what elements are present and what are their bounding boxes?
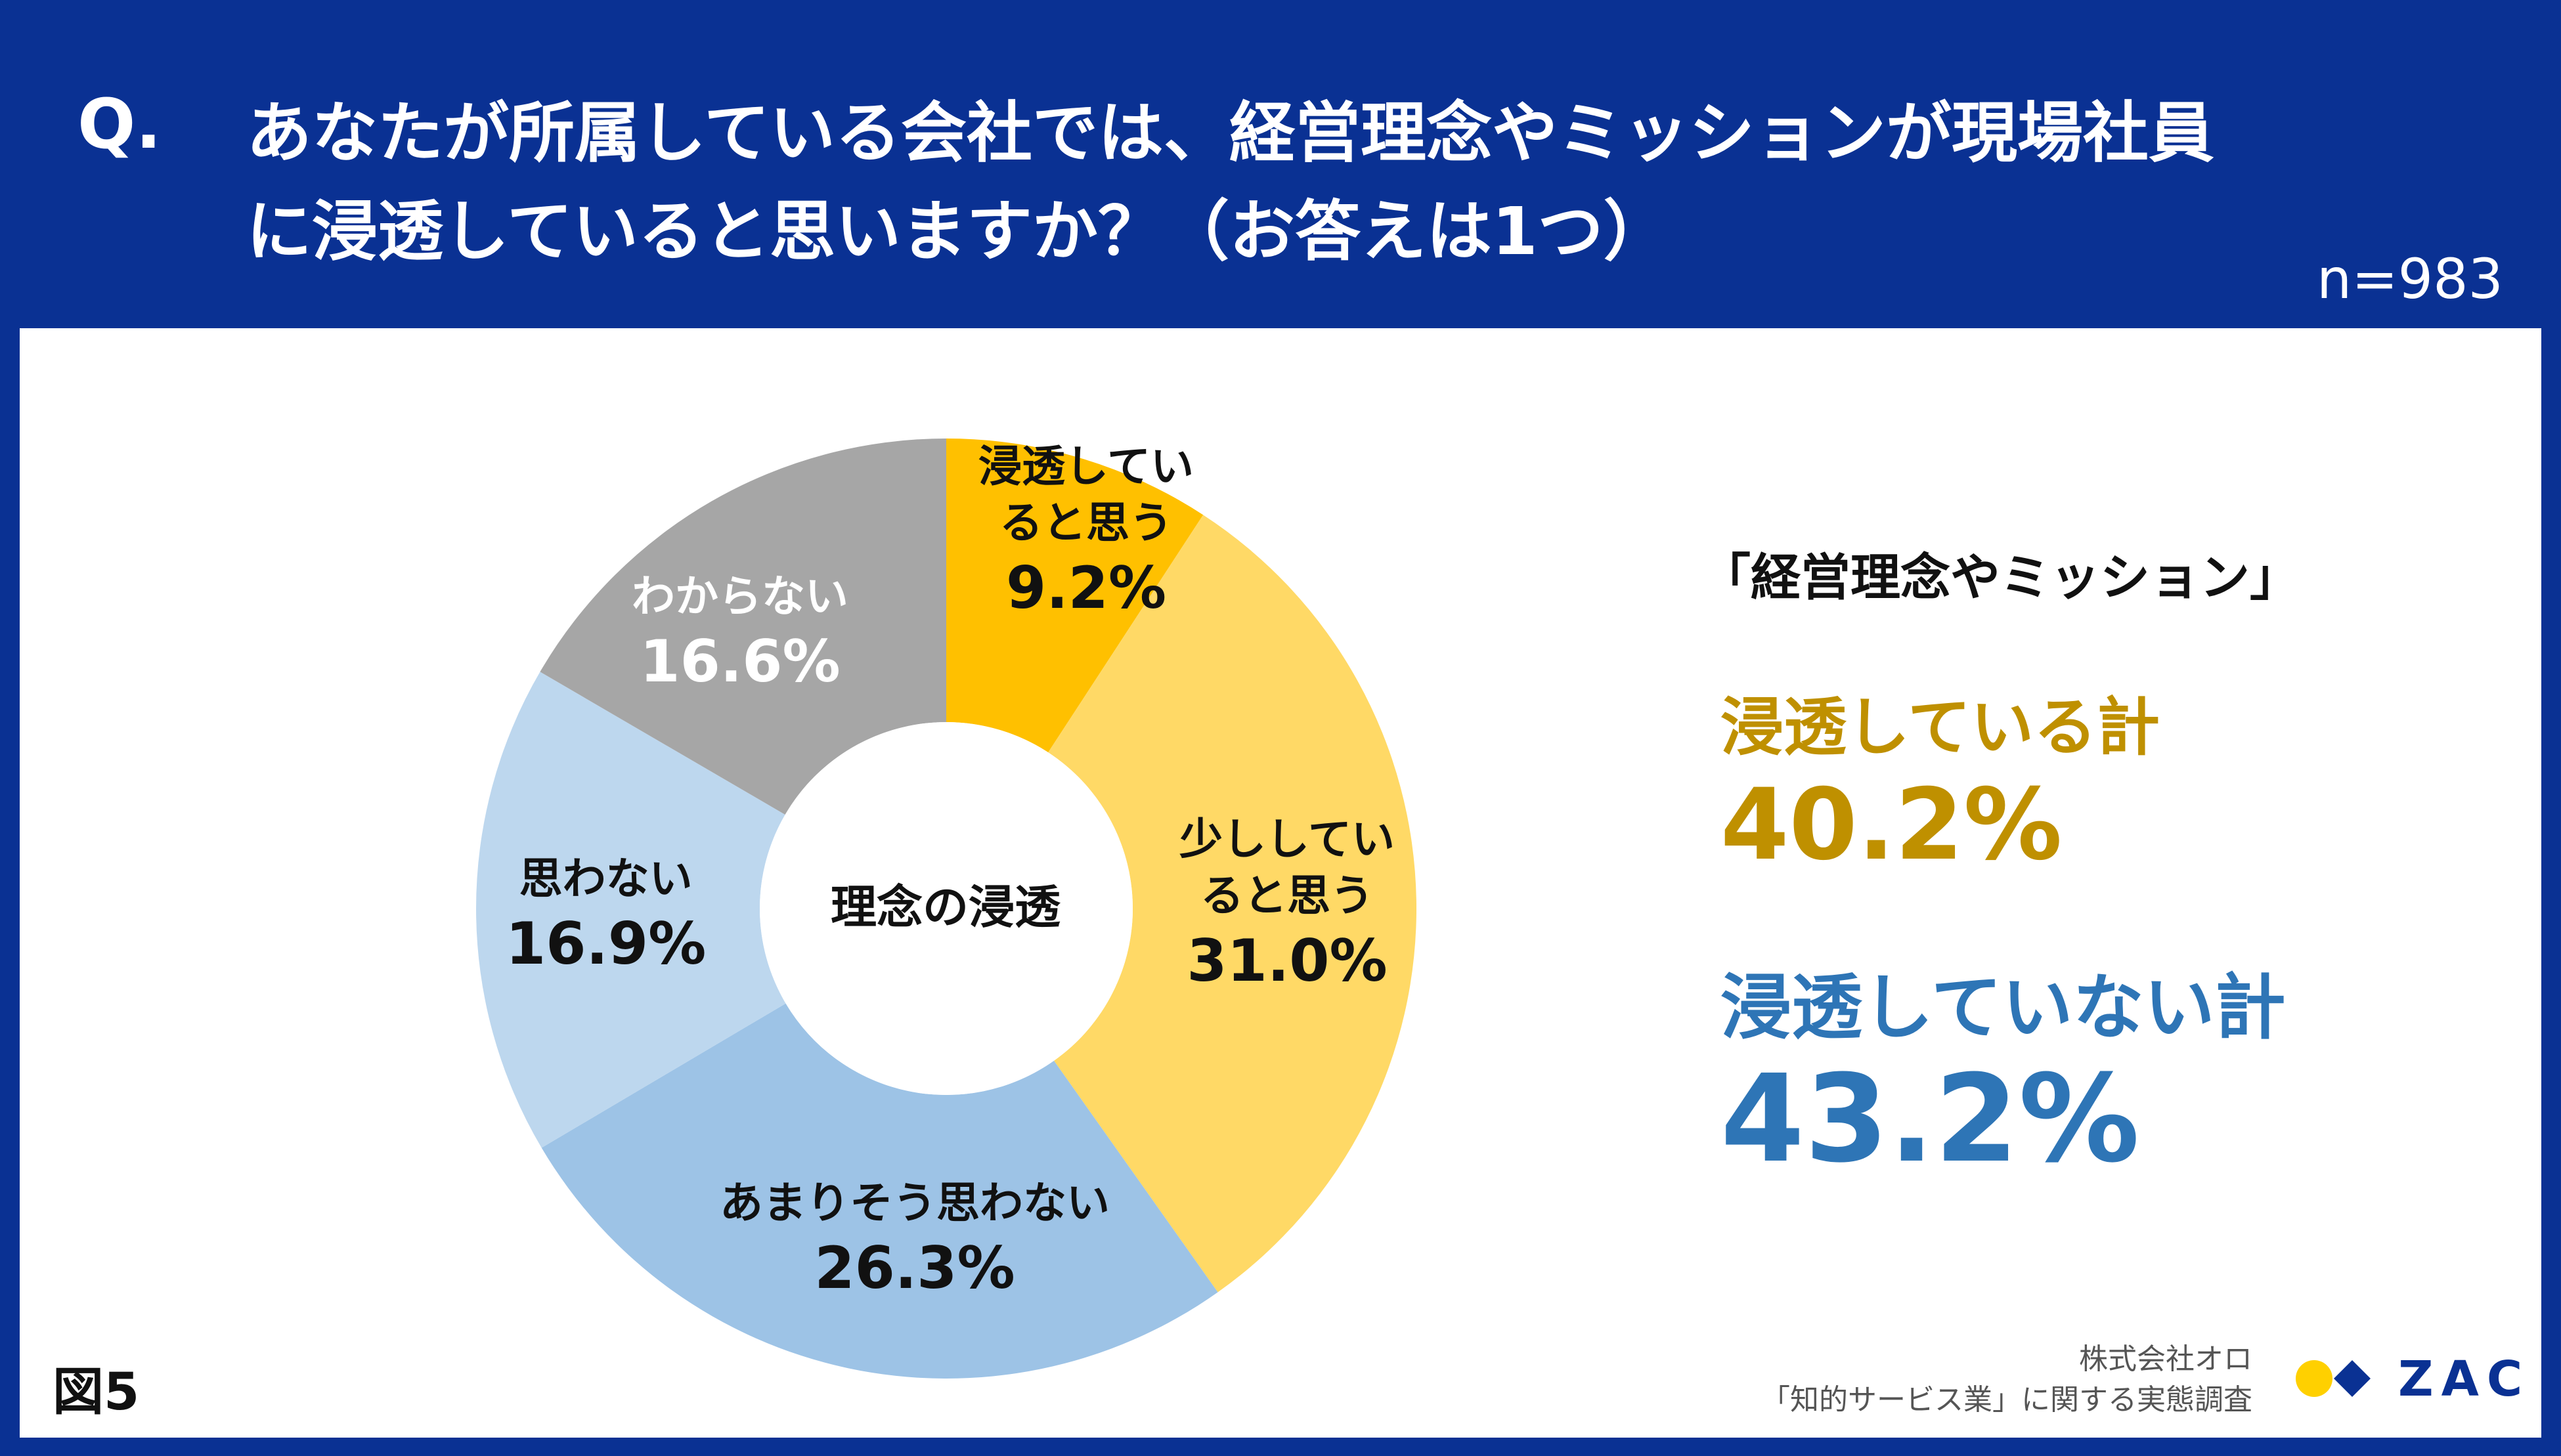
header-band: Q. あなたが所属している会社では、経営理念やミッションが現場社員 に浸透してい… <box>0 0 2561 328</box>
survey-credit: 株式会社オロ 「知的サービス業」に関する実態調査 <box>1761 1339 2252 1421</box>
credit-company: 株式会社オロ <box>2079 1342 2252 1376</box>
slice-label-0-value: 9.2% <box>1005 554 1167 622</box>
zac-logo-icon <box>2296 1360 2371 1397</box>
figure-label: 図5 <box>53 1363 140 1422</box>
slice-label-1-value: 31.0% <box>1187 927 1388 995</box>
slice-label-4-value: 16.6% <box>640 628 841 695</box>
slice-label-3-value: 16.9% <box>506 910 707 977</box>
donut-center-title: 理念の浸透 <box>831 880 1061 934</box>
positive-total-label: 浸透している計 <box>1720 691 2160 764</box>
logo-dot-yellow <box>2296 1360 2332 1397</box>
donut-slice-0 <box>946 439 1204 753</box>
donut-slice-1 <box>1048 515 1416 1293</box>
slice-label-0-name-1: 浸透してい <box>978 441 1194 492</box>
slice-label-1-name-1: 少ししてい <box>1179 814 1395 865</box>
question-text: あなたが所属している会社では、経営理念やミッションが現場社員 に浸透していると思… <box>246 84 2479 281</box>
question-line-2: に浸透していると思いますか？（お答えは1つ） <box>246 193 1669 270</box>
negative-total-value: 43.2% <box>1720 1049 2140 1189</box>
credit-survey: 「知的サービス業」に関する実態調査 <box>1761 1383 2252 1417</box>
zac-logo-text: ZAC <box>2398 1351 2531 1407</box>
question-label: Q. <box>77 84 162 164</box>
positive-total-value: 40.2% <box>1720 768 2063 882</box>
donut-slice-2 <box>541 1003 1218 1379</box>
slice-label-4-name-1: わからない <box>632 571 848 622</box>
slice-label-1: 少ししてい ると思う 31.0% <box>1179 811 1395 998</box>
donut-hole <box>760 722 1133 1095</box>
slice-label-0-name-2: ると思う <box>999 498 1173 548</box>
slice-label-4: わからない 16.6% <box>632 568 848 698</box>
summary-title: 「経営理念やミッション」 <box>1701 548 2300 607</box>
slice-label-1-name-2: ると思う <box>1200 870 1374 921</box>
donut-slice-4 <box>540 439 946 815</box>
slice-label-3: 思わない 16.9% <box>506 851 706 981</box>
donut-slice-3 <box>475 672 786 1148</box>
slice-label-2-value: 26.3% <box>814 1234 1015 1302</box>
question-line-1: あなたが所属している会社では、経営理念やミッションが現場社員 <box>246 95 2214 171</box>
sample-size: n=983 <box>2317 247 2503 311</box>
slice-label-2-name-1: あまりそう思わない <box>720 1178 1110 1228</box>
negative-total-label: 浸透していない計 <box>1720 967 2286 1049</box>
slice-label-3-name-1: 思わない <box>519 853 693 904</box>
slice-label-2: あまりそう思わない 26.3% <box>720 1175 1110 1305</box>
slice-label-0: 浸透してい ると思う 9.2% <box>978 439 1194 625</box>
logo-diamond-blue <box>2334 1360 2371 1397</box>
